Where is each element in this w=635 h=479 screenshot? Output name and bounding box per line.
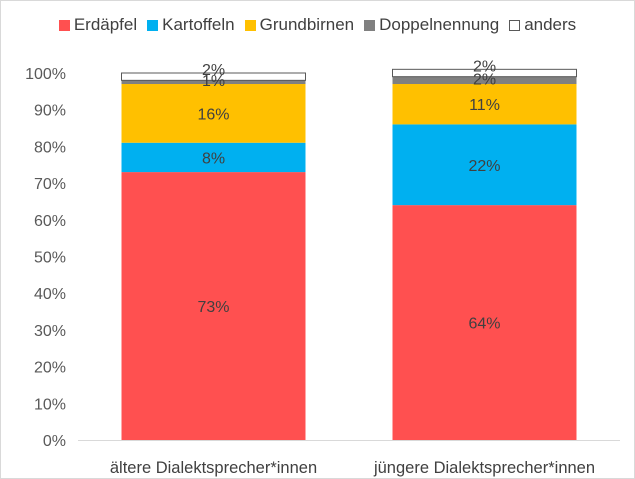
legend-swatch-doppelnennung xyxy=(364,19,376,31)
legend-swatch-grundbirnen xyxy=(244,19,256,31)
legend-swatch-erdaepfel xyxy=(58,19,70,31)
legend-label-anders: anders xyxy=(524,15,577,34)
legend-swatch-anders xyxy=(509,19,521,31)
legend-item-kartoffeln: Kartoffeln xyxy=(147,15,235,35)
legend-swatch-kartoffeln xyxy=(147,19,159,31)
legend: Erdäpfel Kartoffeln Grundbirnen Doppelne… xyxy=(0,15,635,35)
legend-item-erdaepfel: Erdäpfel xyxy=(58,15,138,35)
legend-item-doppelnennung: Doppelnennung xyxy=(364,15,499,35)
legend-label-kartoffeln: Kartoffeln xyxy=(162,15,235,34)
legend-label-grundbirnen: Grundbirnen xyxy=(259,15,355,34)
legend-label-doppelnennung: Doppelnennung xyxy=(379,15,500,34)
legend-item-grundbirnen: Grundbirnen xyxy=(244,15,355,35)
legend-label-erdaepfel: Erdäpfel xyxy=(73,15,138,34)
legend-item-anders: anders xyxy=(509,15,576,35)
